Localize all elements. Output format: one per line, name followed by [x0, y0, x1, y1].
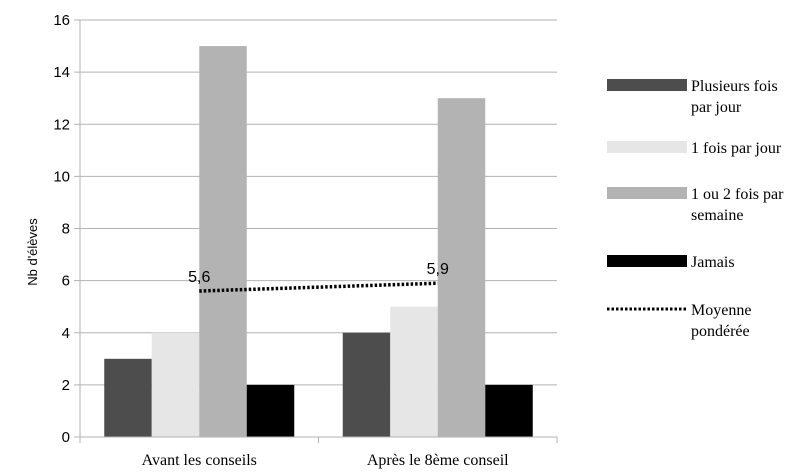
y-tick-label: 4 — [62, 325, 70, 342]
y-tick-label: 10 — [53, 168, 70, 185]
bar — [390, 306, 438, 437]
category-labels: Avant les conseils Après le 8ème conseil — [142, 452, 510, 469]
y-tick-label: 8 — [62, 221, 70, 238]
legend-label: 1 fois par jour — [691, 140, 782, 157]
average-line-path — [199, 281, 438, 293]
legend-swatch — [607, 141, 687, 153]
y-tick-label: 16 — [53, 12, 70, 29]
legend-label: Jamais — [691, 254, 735, 271]
legend-swatch — [607, 79, 687, 91]
average-line: 5,6 5,9 — [188, 261, 449, 293]
legend-label: Moyenne — [691, 302, 751, 319]
legend-label: Plusieurs fois — [691, 78, 778, 95]
legend-entry: 1 ou 2 fois par semaine — [607, 186, 784, 224]
legend-entry: 1 fois par jour — [607, 140, 782, 157]
legend-label: pondérée — [691, 323, 750, 340]
bar — [485, 384, 533, 437]
legend-entry: Jamais — [607, 254, 735, 271]
legend-label: 1 ou 2 fois par — [691, 186, 784, 203]
bar — [437, 98, 486, 437]
bars — [104, 46, 533, 437]
bar — [199, 46, 247, 437]
y-axis-label: Nb d'élèves — [25, 218, 40, 286]
legend: Plusieurs fois par jour 1 fois par jour 1 o… — [607, 78, 784, 340]
y-tick-label: 2 — [62, 377, 70, 394]
bar — [246, 384, 295, 437]
legend-entry: Moyenne pondérée — [607, 302, 751, 340]
y-tick-labels: 0 2 4 6 8 10 12 14 16 — [53, 12, 70, 446]
axes — [79, 20, 558, 443]
bar — [342, 332, 391, 437]
legend-swatch — [607, 187, 687, 199]
y-tick-label: 12 — [53, 116, 70, 133]
legend-entry: Plusieurs fois par jour — [607, 78, 778, 116]
bar — [104, 358, 152, 437]
y-tick-label: 0 — [62, 429, 70, 446]
average-data-label: 5,6 — [188, 269, 210, 286]
y-tick-label: 14 — [53, 64, 70, 81]
average-data-label: 5,9 — [427, 261, 449, 278]
legend-label: semaine — [691, 207, 743, 224]
bar — [151, 332, 200, 437]
y-tick-label: 6 — [62, 273, 70, 290]
category-label: Avant les conseils — [142, 452, 257, 469]
category-label: Après le 8ème conseil — [367, 452, 509, 469]
legend-label: par jour — [691, 99, 742, 116]
legend-swatch — [607, 255, 687, 267]
